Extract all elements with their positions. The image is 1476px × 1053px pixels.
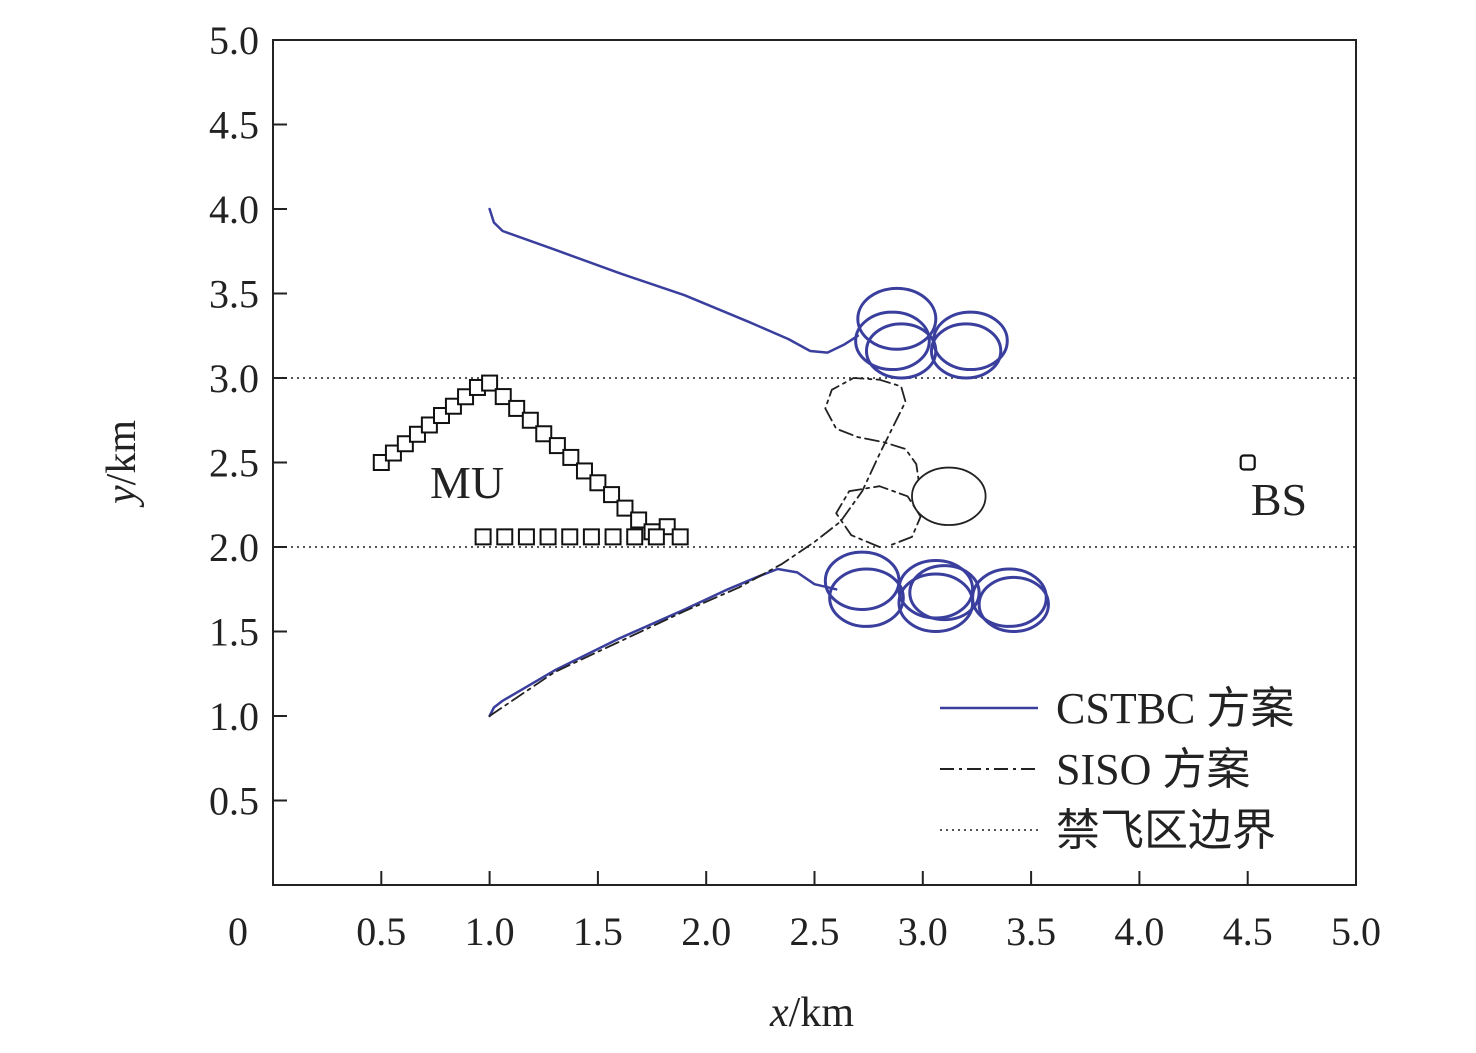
y-tick-label: 2.5 (209, 441, 259, 486)
mu-position-marker (561, 528, 579, 546)
x-tick-label: 2.5 (790, 909, 840, 954)
mu-position-marker (604, 528, 622, 546)
mu-position-marker (562, 448, 580, 466)
mu-position-marker (575, 462, 593, 480)
y-tick-label: 0.5 (209, 779, 259, 824)
cstbc-trajectory (488, 567, 838, 718)
cstbc-hover-loop (856, 286, 938, 351)
y-tick-label: 4.0 (209, 187, 259, 232)
mu-position-marker (508, 399, 526, 417)
x-tick-label: 0 (228, 909, 248, 954)
y-tick-label: 3.5 (209, 272, 259, 317)
mu-position-marker (582, 528, 600, 546)
x-tick-label: 0.5 (356, 909, 406, 954)
y-tick-label: 5.0 (209, 18, 259, 63)
mu-position-marker (535, 425, 553, 443)
mu-position-marker (589, 474, 607, 492)
x-tick-label: 3.0 (898, 909, 948, 954)
y-axis-title: y/km (99, 420, 145, 508)
mu-position-marker (603, 486, 621, 504)
y-tick-label: 1.0 (209, 694, 259, 739)
y-tick-label: 3.0 (209, 356, 259, 401)
mu-position-marker (630, 511, 648, 529)
cstbc-series (488, 207, 1050, 718)
y-tick-label: 2.0 (209, 525, 259, 570)
cstbc-hover-loop (828, 567, 905, 628)
cstbc-hover-loop (854, 310, 931, 372)
cstbc-hover-loop (929, 322, 1003, 380)
cstbc-hover-loop (932, 310, 1009, 372)
x-tick-label: 2.0 (681, 909, 731, 954)
y-axis-ticks: 0.5 1.0 1.5 2.0 2.5 3.0 3.5 4.0 4.5 5.0 (209, 18, 287, 824)
mu-position-marker (647, 528, 665, 546)
siso-trajectory (835, 485, 922, 548)
x-tick-label: 3.5 (1006, 909, 1056, 954)
cstbc-hover-loop (897, 572, 975, 634)
x-tick-label: 1.5 (573, 909, 623, 954)
no-fly-zone-boundaries (273, 377, 1356, 548)
y-tick-label: 1.5 (209, 610, 259, 655)
siso-hover-loop (911, 466, 987, 526)
mu-position-marker (481, 374, 499, 392)
mu-position-marker (496, 528, 514, 546)
x-tick-label: 5.0 (1331, 909, 1381, 954)
cstbc-hover-loop (977, 575, 1050, 634)
mu-position-marker (474, 528, 492, 546)
mu-position-marker (521, 411, 539, 429)
siso-series (488, 377, 987, 717)
x-axis-ticks: 0 0.5 1.0 1.5 2.0 2.5 3.0 3.5 4.0 4.5 5.0 (228, 871, 1381, 954)
cstbc-hover-loop (908, 564, 981, 622)
x-tick-label: 4.0 (1114, 909, 1164, 954)
mu-position-marker (494, 388, 512, 406)
mu-position-marker (616, 499, 634, 517)
mu-position-marker (539, 528, 557, 546)
y-tick-label: 4.5 (209, 103, 259, 148)
legend-label-boundary: 禁飞区边界 (1056, 806, 1276, 855)
legend-label-siso: SISO 方案 (1056, 745, 1250, 794)
cstbc-trajectory (488, 207, 860, 354)
legend: CSTBC 方案 SISO 方案 禁飞区边界 (940, 684, 1294, 855)
bs-marker (1239, 454, 1256, 471)
x-tick-label: 4.5 (1223, 909, 1273, 954)
mu-markers (372, 374, 689, 546)
siso-trajectory (488, 377, 920, 717)
mu-position-marker (626, 528, 644, 546)
mu-position-marker (517, 528, 535, 546)
mu-label: MU (430, 457, 504, 508)
x-tick-label: 1.0 (465, 909, 515, 954)
legend-label-cstbc: CSTBC 方案 (1056, 684, 1294, 733)
bs-label: BS (1251, 474, 1307, 525)
x-axis-title: x/km (769, 990, 854, 1036)
mu-position-marker (671, 528, 689, 546)
mu-position-marker (548, 437, 566, 455)
base-station-marker (1239, 454, 1256, 471)
